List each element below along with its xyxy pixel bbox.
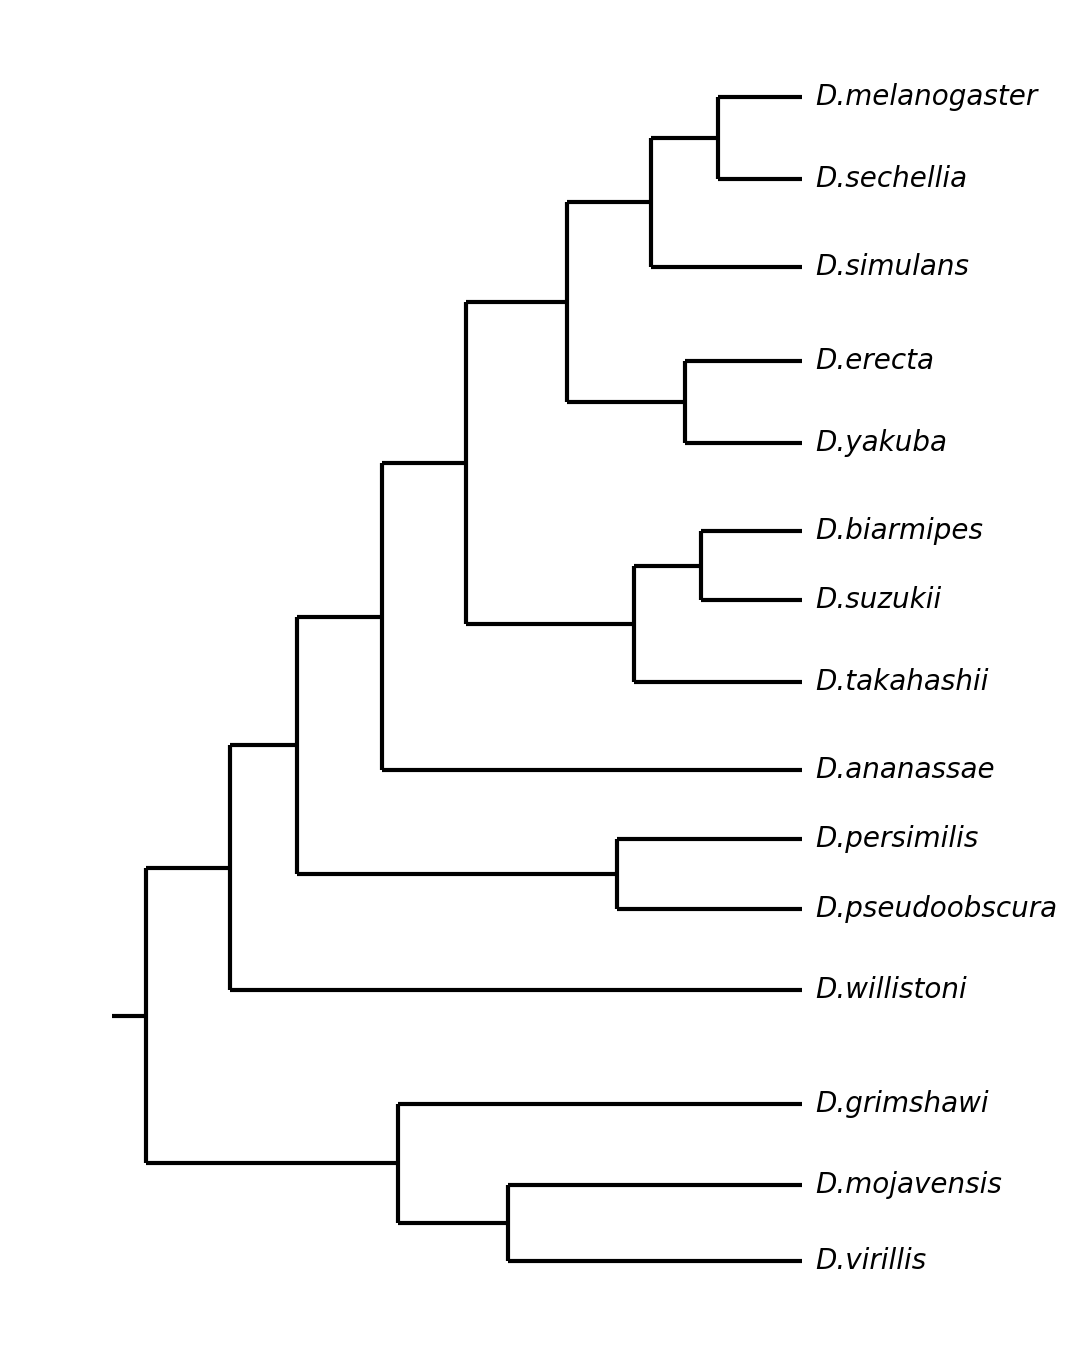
Text: D.willistoni: D.willistoni bbox=[815, 976, 966, 1005]
Text: D.takahashii: D.takahashii bbox=[815, 668, 988, 697]
Text: D.ananassae: D.ananassae bbox=[815, 756, 995, 784]
Text: D.sechellia: D.sechellia bbox=[815, 164, 968, 193]
Text: D.biarmipes: D.biarmipes bbox=[815, 517, 983, 545]
Text: D.virillis: D.virillis bbox=[815, 1247, 926, 1275]
Text: D.suzukii: D.suzukii bbox=[815, 587, 941, 614]
Text: D.erecta: D.erecta bbox=[815, 348, 934, 375]
Text: D.melanogaster: D.melanogaster bbox=[815, 83, 1037, 111]
Text: D.mojavensis: D.mojavensis bbox=[815, 1172, 1001, 1199]
Text: D.simulans: D.simulans bbox=[815, 253, 969, 281]
Text: D.grimshawi: D.grimshawi bbox=[815, 1089, 988, 1118]
Text: D.persimilis: D.persimilis bbox=[815, 826, 978, 853]
Text: D.pseudoobscura: D.pseudoobscura bbox=[815, 895, 1057, 922]
Text: D.yakuba: D.yakuba bbox=[815, 429, 947, 458]
